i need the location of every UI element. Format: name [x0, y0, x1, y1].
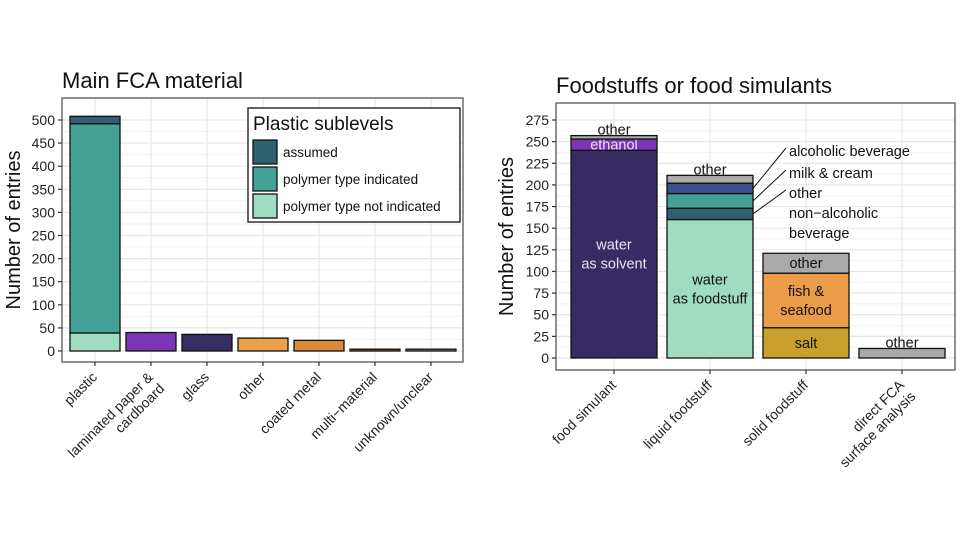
x-tick-label: solid foodstuff [739, 377, 811, 449]
bar [125, 331, 177, 352]
bar-segment [666, 218, 754, 359]
segment-label: salt [795, 336, 818, 352]
callout-leader-line [752, 147, 787, 189]
chart-panel-1: Foodstuffs or food simulants water as solv… [496, 73, 956, 470]
bar-segment [762, 272, 850, 329]
chart-title: Main FCA material [62, 68, 243, 93]
bar [405, 348, 457, 352]
legend-box [247, 107, 461, 223]
y-tick-label: 150 [32, 274, 56, 290]
segment-label: water as solvent [581, 238, 646, 273]
callout-leader-line [752, 169, 787, 202]
legend-label: polymer type not indicated [283, 199, 441, 214]
segment-label: other [597, 123, 630, 139]
y-tick-label: 75 [533, 285, 549, 301]
bar-segment [69, 332, 121, 352]
x-tick-label: direct FCAsurface analysis [825, 376, 919, 470]
y-tick-label: 300 [32, 204, 56, 220]
legend-swatch [252, 166, 278, 192]
segment-label: fish & seafood [780, 284, 832, 319]
segment-label: ethanol [590, 138, 638, 154]
y-tick-label: 450 [32, 135, 56, 151]
x-tick-label: plastic [61, 369, 100, 408]
legend: Plastic sublevels assumed polymer type ind… [247, 107, 461, 223]
legend-label: polymer type indicated [283, 172, 418, 187]
segment-label: other [789, 256, 822, 272]
legend-title: Plastic sublevels [253, 114, 393, 135]
chart-title: Foodstuffs or food simulants [556, 73, 832, 98]
bar-segment [858, 347, 946, 359]
y-tick-label: 100 [32, 297, 56, 313]
y-tick-label: 100 [526, 263, 550, 279]
bar-segment [666, 192, 754, 209]
bar-segment [762, 327, 850, 359]
segment-label: other [693, 162, 726, 178]
y-tick-label: 175 [526, 199, 550, 215]
segment-label: other [885, 335, 918, 351]
y-tick-label: 50 [533, 307, 549, 323]
y-tick-label: 225 [526, 155, 550, 171]
bar [293, 339, 345, 352]
y-tick-label: 0 [541, 350, 549, 366]
bar-segment [666, 182, 754, 195]
y-tick-label: 125 [526, 242, 550, 258]
bar-segment [69, 115, 121, 125]
bar [237, 337, 289, 352]
y-tick-label: 200 [526, 177, 550, 193]
x-tick-label: other [234, 369, 268, 403]
x-tick-label: glass [178, 369, 212, 403]
legend-swatch [252, 193, 278, 219]
legend-swatch [252, 139, 278, 165]
legend-label: assumed [283, 145, 338, 160]
y-axis-title: Number of entries [3, 151, 25, 310]
y-tick-label: 200 [32, 251, 56, 267]
chart-panel-0: Main FCA material Plastic sublevels assume… [3, 68, 464, 460]
callout-label: alcoholic beverage [789, 144, 910, 160]
bar-segment [666, 174, 754, 184]
y-axis-title: Number of entries [496, 157, 518, 316]
y-tick-label: 0 [47, 343, 55, 359]
callout-label: other non−alcoholic beverage [789, 186, 878, 242]
bar-segment [666, 207, 754, 221]
y-tick-label: 275 [526, 112, 550, 128]
segment-label: water as foodstuff [673, 272, 749, 307]
y-tick-label: 25 [533, 328, 549, 344]
bar-segment [762, 252, 850, 274]
y-tick-label: 50 [39, 320, 55, 336]
y-tick-label: 400 [32, 158, 56, 174]
bar-segment [570, 149, 658, 359]
plot-border [555, 102, 956, 371]
y-tick-label: 500 [32, 112, 56, 128]
y-tick-label: 150 [526, 220, 550, 236]
bar-segment [570, 134, 658, 140]
y-tick-label: 350 [32, 181, 56, 197]
bar [349, 348, 401, 352]
x-tick-label: liquid foodstuff [640, 377, 715, 452]
bar-segment [69, 123, 121, 334]
y-tick-label: 250 [32, 228, 56, 244]
callout-label: milk & cream [789, 166, 873, 182]
bar [181, 333, 233, 352]
y-tick-label: 250 [526, 134, 550, 150]
x-tick-label: food simulant [549, 377, 619, 447]
callout-leader-line [752, 189, 787, 215]
